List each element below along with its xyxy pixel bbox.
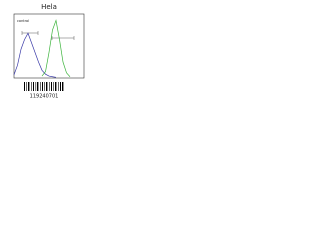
series-line bbox=[41, 19, 71, 77]
catalog-number: 119240701 bbox=[30, 94, 59, 100]
plot-frame bbox=[13, 13, 85, 79]
annotation: control bbox=[17, 19, 29, 23]
chart-title: Hela bbox=[41, 3, 57, 11]
series-line bbox=[13, 32, 57, 78]
barcode bbox=[24, 82, 64, 91]
chart: Hela control 119240701 bbox=[13, 3, 85, 100]
gate-markers bbox=[21, 31, 75, 40]
